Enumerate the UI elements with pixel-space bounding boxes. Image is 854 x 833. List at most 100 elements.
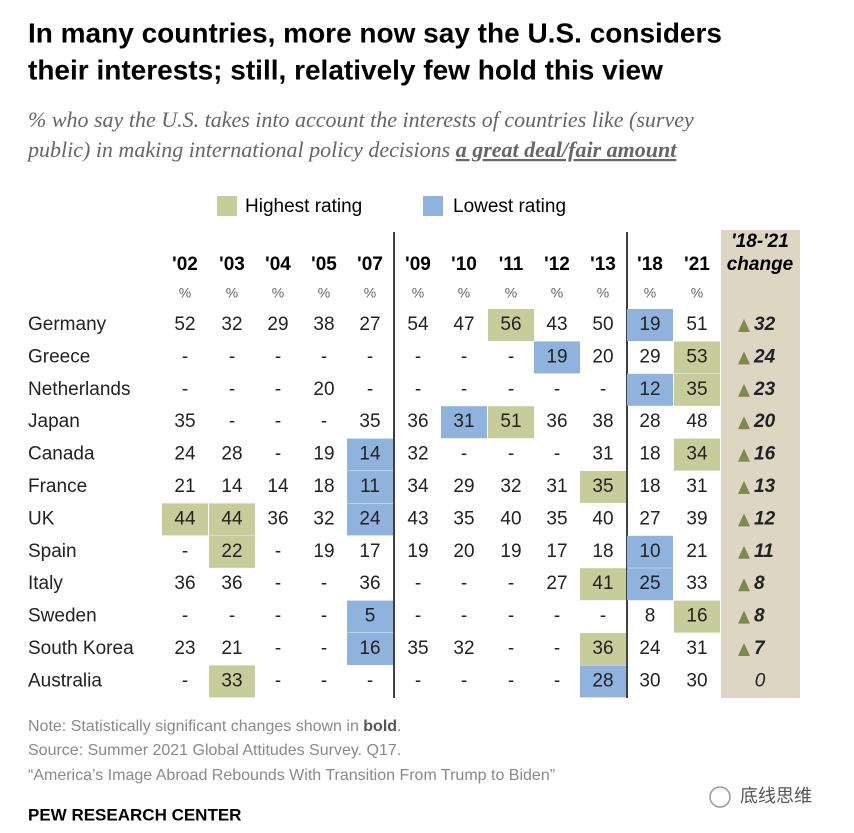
cell: - [600,379,606,400]
cell: 22 [221,541,242,562]
column-header: '18 [637,254,663,275]
cell: 16 [359,638,380,659]
cell: - [600,606,606,627]
change: 32 [754,314,776,335]
change: 8 [754,573,765,594]
highlight-cell [674,600,720,633]
watermark-icon [709,786,731,808]
unit-label: % [505,285,517,301]
cell: 36 [546,411,567,432]
up-arrow [738,383,750,397]
title: In many countries, more now say the U.S.… [28,17,722,48]
cell: 29 [453,476,474,497]
subtitle-emphasis: a great deal/fair amount [456,137,678,162]
cell: 43 [407,508,428,529]
cell: - [321,573,327,594]
up-arrow [738,351,750,365]
country: Italy [28,573,63,594]
unit-label: % [272,285,284,301]
subtitle: public) in making international policy d… [26,137,677,162]
country: South Korea [28,638,134,659]
cell: - [321,346,327,367]
note: Note: Statistically significant changes … [28,718,402,735]
cell: - [367,346,373,367]
cell: 20 [453,541,474,562]
cell: 18 [313,476,334,497]
cell: - [182,670,188,691]
cell: 8 [645,606,656,627]
cell: - [321,670,327,691]
cell: 28 [592,670,613,691]
cell: 18 [639,444,660,465]
cell: - [508,670,514,691]
cell: 51 [686,314,707,335]
cell: 20 [592,346,613,367]
cell: 23 [174,638,195,659]
column-header: '04 [265,254,291,275]
country: France [28,476,87,497]
cell: - [321,638,327,659]
cell: 35 [592,476,613,497]
cell: 36 [359,573,380,594]
change: 0 [755,670,766,691]
unit-label: % [179,285,191,301]
cell: 24 [639,638,661,659]
unit-label: % [318,285,330,301]
cell: 33 [221,670,242,691]
cell: 51 [500,411,521,432]
cell: 18 [592,541,613,562]
cell: 32 [221,314,242,335]
cell: 32 [453,638,474,659]
up-arrow [738,643,750,656]
cell: - [229,411,235,432]
highlight-cell [627,309,673,341]
up-arrow [738,416,750,430]
cell: 31 [453,411,474,432]
cell: - [508,379,514,400]
cell: - [554,379,560,400]
country: UK [28,508,55,529]
cell: - [367,379,373,400]
cell: 19 [407,541,428,562]
highlight-cell [209,535,255,568]
column-header: '11 [499,254,524,275]
highlight-cell [209,665,255,698]
column-header: '05 [311,254,337,275]
cell: - [508,638,514,659]
cell: - [229,346,235,367]
report: “America’s Image Abroad Rebounds With Tr… [28,767,555,784]
highlight-cell [347,600,393,633]
up-arrow [738,610,750,624]
cell: - [321,411,327,432]
cell: 21 [221,638,242,659]
note-text: . [397,718,401,735]
cell: 20 [313,379,334,400]
subtitle-text: public) in making international policy d… [26,137,456,162]
column-header: '07 [357,254,383,275]
cell: - [229,379,235,400]
cell: - [275,606,281,627]
highlight-cell [674,341,720,374]
change: 7 [754,638,766,659]
column-header: '03 [219,254,245,275]
column-header: '09 [405,254,431,275]
change: 12 [754,508,776,529]
legend-label: Highest rating [245,196,362,217]
cell: 27 [359,314,380,335]
column-header: '10 [451,254,477,275]
org: PEW RESEARCH CENTER [28,805,241,824]
country: Netherlands [28,379,130,400]
cell: 17 [359,541,380,562]
country: Sweden [28,606,97,627]
change: 23 [753,379,776,400]
table: '02% '03% '04% '05% '07% '09% '10% '11% '12% '13%… [28,231,794,698]
cell: - [275,638,281,659]
column-header: '12 [544,254,570,275]
source: Source: Summer 2021 Global Attitudes Sur… [28,742,401,759]
cell: - [554,444,560,465]
cell: - [367,670,373,691]
highlight-cell [347,633,393,665]
cell: 35 [174,411,195,432]
cell: - [275,670,281,691]
